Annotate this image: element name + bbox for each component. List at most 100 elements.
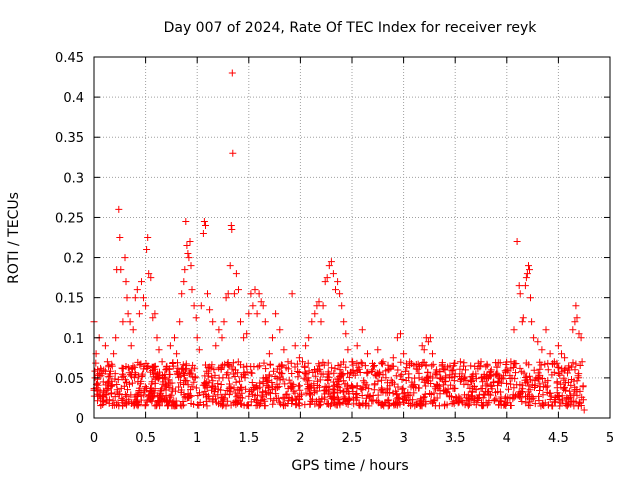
data-point bbox=[158, 358, 166, 366]
data-point bbox=[324, 376, 332, 384]
data-point bbox=[495, 401, 502, 409]
data-point bbox=[332, 286, 339, 294]
data-point bbox=[291, 342, 299, 350]
data-point bbox=[394, 366, 402, 374]
data-point bbox=[379, 371, 387, 379]
data-point bbox=[571, 318, 579, 326]
data-point bbox=[94, 392, 102, 400]
data-point bbox=[247, 387, 255, 395]
data-point bbox=[479, 402, 487, 410]
data-point bbox=[190, 302, 198, 310]
data-point bbox=[154, 370, 161, 378]
data-point bbox=[519, 314, 527, 322]
data-point bbox=[398, 370, 406, 378]
y-tick-label: 0.3 bbox=[63, 171, 84, 186]
data-point bbox=[457, 376, 465, 383]
data-point bbox=[536, 358, 544, 366]
data-point bbox=[238, 373, 245, 381]
data-point bbox=[225, 391, 233, 399]
data-point bbox=[429, 360, 437, 368]
data-point bbox=[228, 363, 236, 371]
data-point bbox=[134, 378, 142, 386]
data-point bbox=[118, 364, 126, 372]
data-point bbox=[179, 361, 187, 369]
data-point bbox=[359, 377, 367, 385]
data-point bbox=[573, 314, 581, 322]
data-point bbox=[571, 383, 579, 391]
data-point bbox=[278, 361, 286, 369]
data-point bbox=[355, 365, 363, 373]
data-point bbox=[180, 401, 188, 409]
data-point bbox=[415, 384, 423, 392]
data-point bbox=[448, 367, 456, 375]
data-point bbox=[200, 401, 207, 409]
data-point bbox=[151, 375, 159, 383]
data-point bbox=[138, 372, 146, 380]
data-point bbox=[97, 364, 105, 372]
data-point bbox=[450, 377, 458, 385]
data-point bbox=[501, 395, 509, 403]
data-point bbox=[544, 366, 552, 374]
data-point bbox=[515, 282, 523, 290]
data-point bbox=[536, 365, 544, 373]
data-point bbox=[520, 369, 528, 377]
data-point bbox=[492, 395, 500, 403]
y-tick-label: 0.35 bbox=[55, 131, 84, 146]
data-point bbox=[251, 392, 259, 400]
data-point bbox=[358, 360, 366, 368]
data-point bbox=[150, 363, 158, 371]
data-point bbox=[202, 222, 209, 229]
data-point bbox=[330, 369, 338, 377]
data-point bbox=[256, 362, 264, 370]
data-point bbox=[245, 310, 253, 318]
data-point bbox=[124, 386, 131, 394]
data-point bbox=[365, 385, 373, 393]
data-point bbox=[176, 318, 184, 326]
x-tick-label: 2.5 bbox=[342, 431, 363, 446]
data-point bbox=[253, 382, 261, 390]
x-tick-label: 0 bbox=[90, 431, 98, 446]
data-point bbox=[539, 401, 546, 409]
data-point bbox=[323, 274, 331, 282]
data-point bbox=[550, 368, 558, 376]
data-point bbox=[304, 374, 312, 382]
data-point bbox=[187, 400, 195, 407]
data-point bbox=[490, 378, 498, 386]
data-point bbox=[362, 400, 370, 408]
data-point bbox=[334, 362, 342, 369]
data-point bbox=[266, 361, 274, 369]
data-point bbox=[434, 384, 442, 392]
data-point bbox=[276, 400, 284, 408]
data-point bbox=[378, 384, 385, 392]
data-point bbox=[554, 363, 562, 371]
data-point bbox=[223, 387, 231, 394]
data-point bbox=[460, 359, 468, 367]
data-point bbox=[535, 392, 542, 400]
data-point bbox=[336, 366, 344, 374]
data-point bbox=[152, 402, 160, 410]
data-point bbox=[177, 365, 185, 373]
data-point bbox=[101, 342, 109, 350]
data-point bbox=[525, 262, 532, 270]
data-point bbox=[182, 377, 189, 385]
data-point bbox=[479, 378, 487, 386]
data-point bbox=[237, 318, 244, 326]
data-point bbox=[546, 389, 554, 397]
data-point bbox=[279, 401, 287, 409]
data-point bbox=[497, 393, 505, 401]
data-point bbox=[384, 402, 392, 410]
data-point bbox=[231, 373, 239, 380]
data-point bbox=[191, 373, 199, 381]
data-point bbox=[383, 386, 391, 394]
data-point bbox=[578, 358, 586, 366]
data-point bbox=[212, 342, 220, 350]
data-point bbox=[529, 394, 537, 402]
data-point bbox=[482, 374, 490, 382]
data-point bbox=[565, 400, 573, 408]
data-point bbox=[281, 380, 289, 388]
data-point bbox=[225, 374, 233, 382]
data-point bbox=[426, 334, 434, 342]
data-point bbox=[579, 382, 587, 390]
data-point bbox=[233, 393, 241, 401]
data-point bbox=[113, 381, 121, 388]
